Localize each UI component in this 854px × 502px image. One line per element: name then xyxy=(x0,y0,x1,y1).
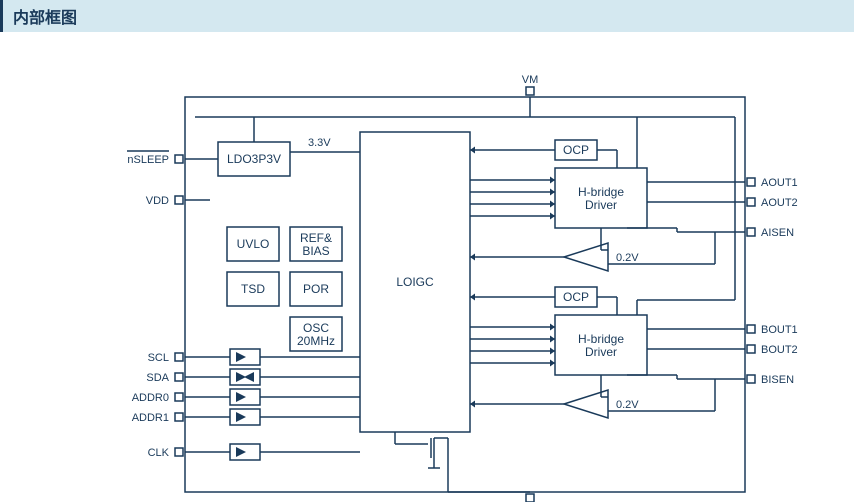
pin-nsleep-label: nSLEEP xyxy=(127,154,169,166)
pin-pad xyxy=(175,196,183,204)
pin-bisen-label: BISEN xyxy=(761,374,794,386)
block-ocp_b-label: OCP xyxy=(563,290,589,304)
pin-addr1-label: ADDR1 xyxy=(132,412,169,424)
pin-pad xyxy=(526,494,534,502)
block-uvlo-label: UVLO xyxy=(237,237,270,251)
pin-clk-label: CLK xyxy=(148,447,170,459)
pin-vm-label: VM xyxy=(522,74,539,86)
block-diagram: VMFLAGnSLEEPVDDSCLSDAADDR0ADDR1CLKAOUT1A… xyxy=(0,32,854,502)
pin-pad xyxy=(747,345,755,353)
block-tsd-label: TSD xyxy=(241,282,265,296)
pin-pad xyxy=(175,413,183,421)
amp-b-gain: 0.2V xyxy=(616,399,639,411)
pin-pad xyxy=(175,353,183,361)
block-refbias-label: REF&BIAS xyxy=(300,231,332,258)
block-ldo3p3v-label: LDO3P3V xyxy=(227,152,281,166)
pin-aout1-label: AOUT1 xyxy=(761,177,798,189)
pin-vdd-label: VDD xyxy=(146,195,169,207)
pin-pad xyxy=(175,155,183,163)
pin-pad xyxy=(747,228,755,236)
amp-a-gain: 0.2V xyxy=(616,252,639,264)
block-logic-label: LOIGC xyxy=(396,275,434,289)
pin-pad xyxy=(747,325,755,333)
section-title: 内部框图 xyxy=(0,0,854,32)
pin-pad xyxy=(747,375,755,383)
pin-pad xyxy=(175,393,183,401)
pin-pad xyxy=(175,448,183,456)
pin-bout1-label: BOUT1 xyxy=(761,324,798,336)
pin-pad xyxy=(526,87,534,95)
pin-aout2-label: AOUT2 xyxy=(761,197,798,209)
pin-pad xyxy=(747,198,755,206)
pin-bout2-label: BOUT2 xyxy=(761,344,798,356)
pin-addr0-label: ADDR0 xyxy=(132,392,169,404)
pin-sda-label: SDA xyxy=(146,372,169,384)
pin-aisen-label: AISEN xyxy=(761,227,794,239)
block-ocp_a-label: OCP xyxy=(563,143,589,157)
pin-scl-label: SCL xyxy=(148,352,169,364)
label-3p3v: 3.3V xyxy=(308,137,331,149)
pin-pad xyxy=(175,373,183,381)
block-por-label: POR xyxy=(303,282,329,296)
pin-pad xyxy=(747,178,755,186)
